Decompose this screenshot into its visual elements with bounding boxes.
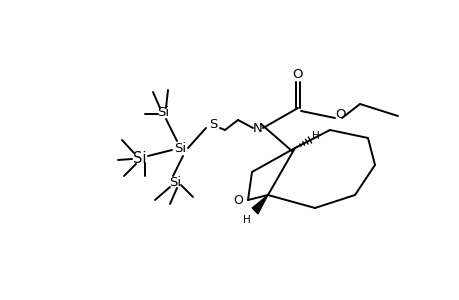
Text: H: H	[312, 131, 319, 141]
Text: O: O	[335, 107, 346, 121]
Text: N: N	[252, 122, 262, 134]
Text: Si: Si	[133, 151, 146, 166]
Text: Si: Si	[174, 142, 185, 154]
Text: Si: Si	[157, 106, 169, 118]
Text: O: O	[233, 194, 242, 206]
Text: Si: Si	[168, 176, 181, 188]
Text: H: H	[243, 215, 250, 225]
Polygon shape	[252, 195, 268, 214]
Text: O: O	[292, 68, 302, 80]
Text: S: S	[208, 118, 217, 130]
